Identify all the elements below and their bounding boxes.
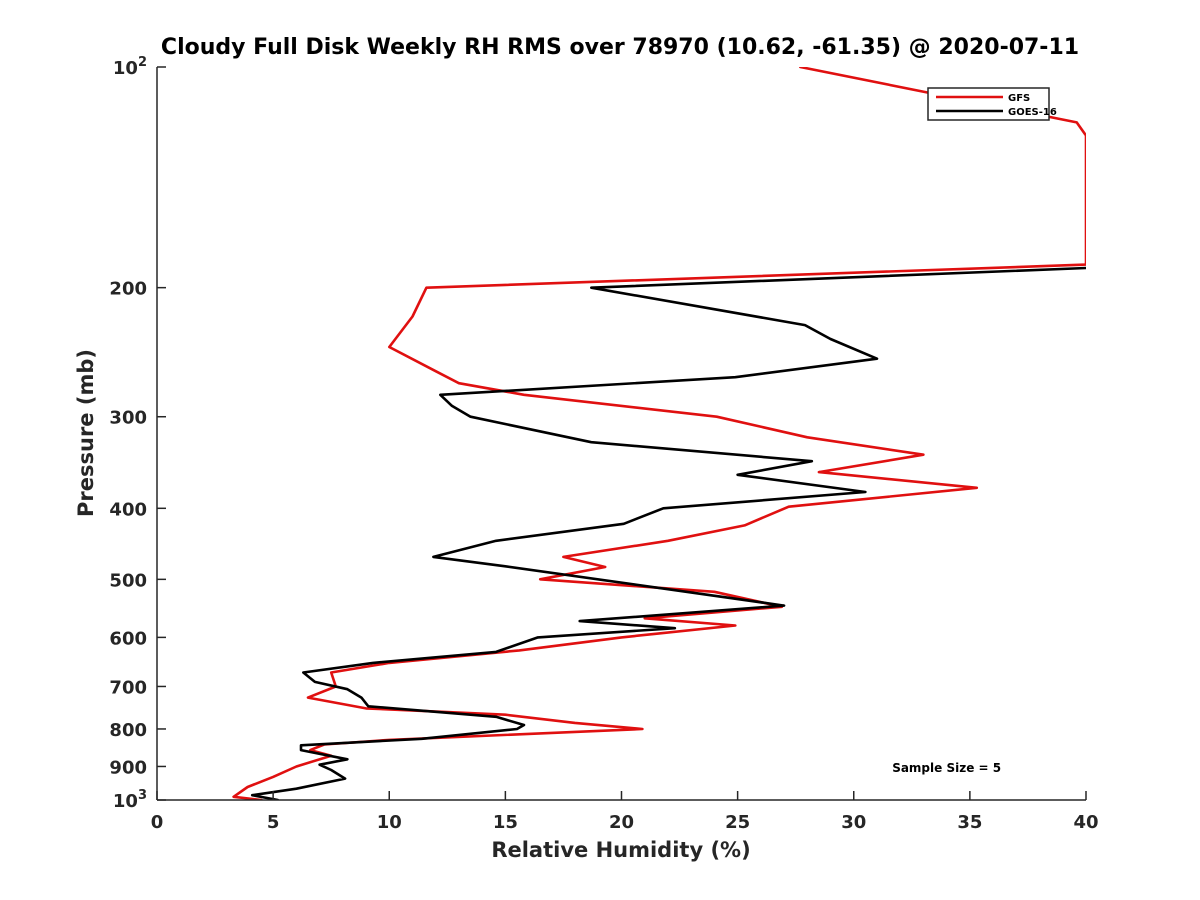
x-tick-label: 0 <box>151 812 164 833</box>
y-tick-label: 400 <box>109 499 147 520</box>
y-tick-label: 700 <box>109 677 147 698</box>
chart-title: Cloudy Full Disk Weekly RH RMS over 7897… <box>161 35 1079 60</box>
x-tick-label: 5 <box>267 812 280 833</box>
x-tick-label: 20 <box>609 812 634 833</box>
x-tick-label: 35 <box>957 812 982 833</box>
x-tick-label: 15 <box>493 812 518 833</box>
sample-size-annotation: Sample Size = 5 <box>892 761 1001 775</box>
y-tick-label: 900 <box>109 757 147 778</box>
legend-box <box>927 87 1050 121</box>
series-layer <box>232 67 1086 800</box>
y-axis-ticks: 102 200 300 400 500 600 700 800 900 103 <box>109 55 166 812</box>
y-tick-label: 200 <box>109 279 147 300</box>
x-axis-label: Relative Humidity (%) <box>491 838 750 862</box>
x-tick-label: 25 <box>725 812 750 833</box>
plot-area <box>157 67 1086 800</box>
y-tick-label: 102 <box>113 55 147 79</box>
legend-label-gfs: GFS <box>1008 93 1030 104</box>
x-tick-label: 10 <box>377 812 402 833</box>
series-line-goes16 <box>250 266 1086 800</box>
y-axis-label: Pressure (mb) <box>74 349 98 517</box>
x-tick-label: 30 <box>841 812 866 833</box>
x-axis-ticks: 0 5 10 15 20 25 30 35 40 <box>151 791 1099 833</box>
y-tick-label: 600 <box>109 628 147 649</box>
y-tick-label: 800 <box>109 720 147 741</box>
y-tick-label: 300 <box>109 408 147 429</box>
x-tick-label: 40 <box>1073 812 1098 833</box>
legend: GFS GOES-16 <box>927 87 1057 121</box>
y-tick-label: 500 <box>109 570 147 591</box>
legend-label-goes16: GOES-16 <box>1008 107 1057 118</box>
y-tick-label: 103 <box>113 788 147 812</box>
